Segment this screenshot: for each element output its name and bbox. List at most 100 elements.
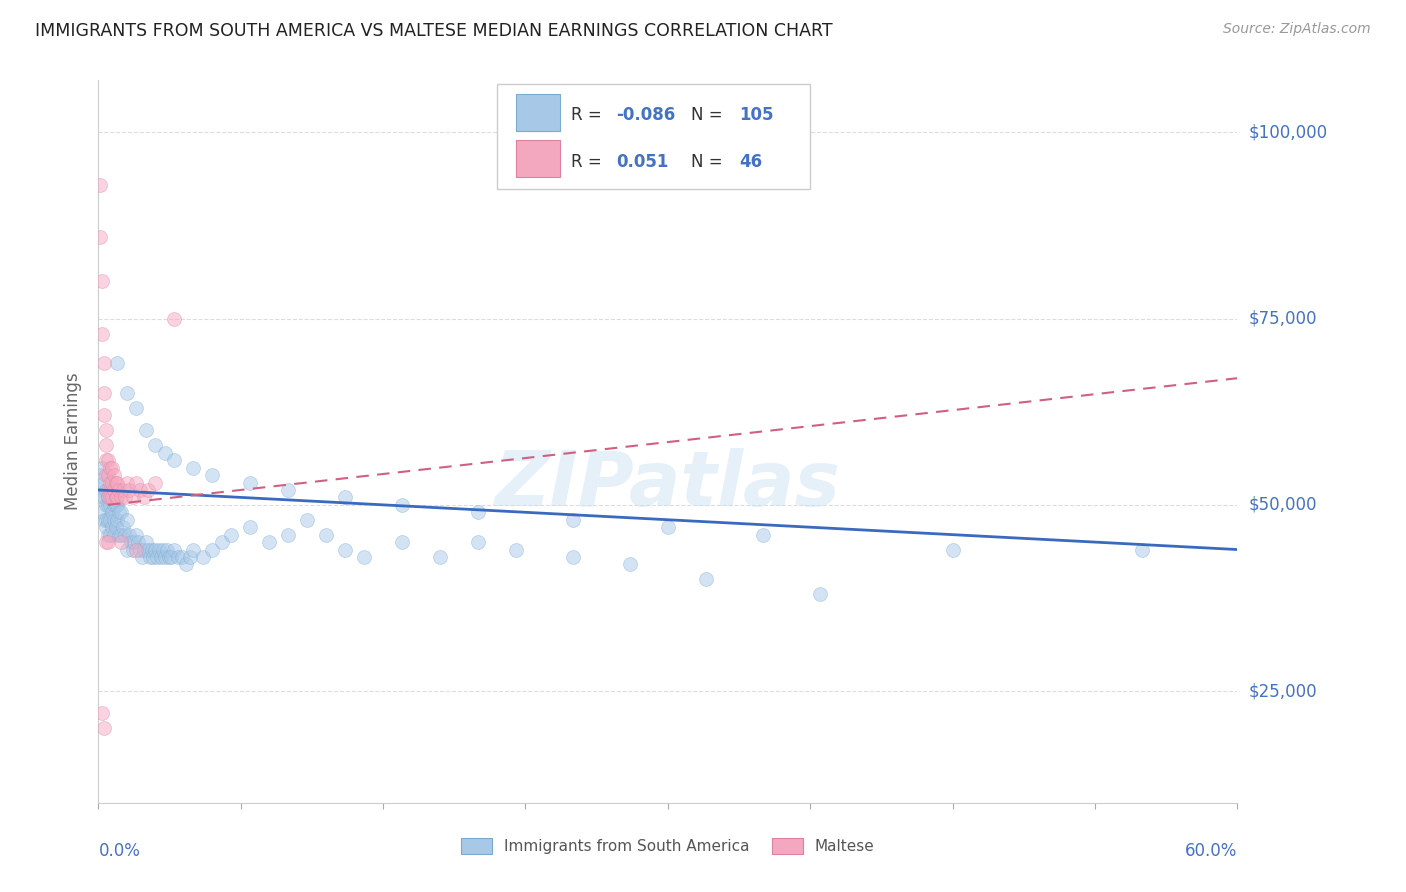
Point (135, 423, 157, 437)
Point (93, 491, 115, 505)
Point (94, 535, 117, 549)
Point (808, 587, 831, 601)
Point (131, 549, 153, 564)
Point (112, 520, 135, 534)
Point (562, 513, 585, 527)
Point (163, 542, 186, 557)
Point (108, 483, 131, 497)
Point (89, 178, 111, 192)
Point (179, 549, 201, 564)
Point (1132, 542, 1154, 557)
Point (115, 475, 138, 490)
Point (142, 549, 165, 564)
Point (239, 520, 262, 534)
Point (91, 274, 114, 288)
Point (98, 460, 121, 475)
Point (94, 498, 117, 512)
Text: $100,000: $100,000 (1249, 123, 1327, 142)
Point (146, 549, 169, 564)
Point (315, 527, 337, 541)
Point (657, 520, 679, 534)
Point (125, 542, 148, 557)
Point (429, 549, 451, 564)
Point (98, 475, 121, 490)
Point (335, 542, 357, 557)
Point (93, 356, 115, 370)
Text: R =: R = (571, 106, 607, 124)
Point (108, 527, 131, 541)
Point (91, 491, 114, 505)
Point (159, 549, 181, 564)
Point (100, 475, 122, 490)
Point (118, 483, 141, 497)
Point (97, 535, 120, 549)
Text: $25,000: $25,000 (1249, 682, 1317, 700)
Point (156, 542, 179, 557)
Point (125, 527, 148, 541)
Point (98, 498, 121, 512)
FancyBboxPatch shape (516, 94, 560, 131)
Point (132, 542, 155, 557)
Point (91, 706, 114, 721)
Point (145, 542, 167, 557)
Point (167, 549, 190, 564)
Point (110, 527, 132, 541)
Point (132, 491, 155, 505)
Point (752, 527, 775, 541)
Point (129, 542, 152, 557)
Text: ZIPatlas: ZIPatlas (495, 448, 841, 522)
Point (89, 483, 111, 497)
Point (136, 483, 159, 497)
Text: 46: 46 (740, 153, 762, 170)
Text: N =: N = (690, 153, 727, 170)
Point (89, 229, 111, 244)
Point (120, 535, 142, 549)
Text: Source: ZipAtlas.com: Source: ZipAtlas.com (1223, 22, 1371, 37)
Point (94, 468, 117, 483)
Point (97, 513, 120, 527)
Point (94, 438, 117, 452)
Point (104, 491, 127, 505)
Y-axis label: Median Earnings: Median Earnings (65, 373, 83, 510)
Text: 105: 105 (740, 106, 775, 124)
Point (121, 542, 143, 557)
Point (97, 483, 120, 497)
Point (98, 513, 121, 527)
Point (100, 505, 122, 519)
Point (183, 542, 205, 557)
Point (163, 311, 186, 326)
Point (152, 542, 174, 557)
Point (107, 356, 129, 370)
Point (93, 721, 115, 735)
Point (107, 498, 129, 512)
Point (391, 535, 413, 549)
Point (145, 475, 167, 490)
Point (100, 491, 122, 505)
Point (110, 505, 132, 519)
Point (221, 527, 243, 541)
Point (100, 491, 122, 505)
Point (94, 453, 117, 467)
Point (118, 527, 141, 541)
Point (121, 491, 143, 505)
Point (391, 498, 413, 512)
Point (110, 491, 132, 505)
Point (104, 498, 127, 512)
FancyBboxPatch shape (516, 140, 560, 178)
Point (97, 491, 120, 505)
Point (183, 460, 205, 475)
Text: -0.086: -0.086 (617, 106, 676, 124)
Text: $50,000: $50,000 (1249, 496, 1317, 514)
Point (94, 423, 117, 437)
Point (138, 549, 160, 564)
Point (239, 475, 262, 490)
Point (107, 475, 129, 490)
Point (170, 549, 193, 564)
Point (353, 549, 375, 564)
Point (125, 475, 148, 490)
Point (335, 491, 357, 505)
Point (103, 498, 125, 512)
Point (103, 513, 125, 527)
Point (115, 542, 138, 557)
Point (108, 505, 131, 519)
